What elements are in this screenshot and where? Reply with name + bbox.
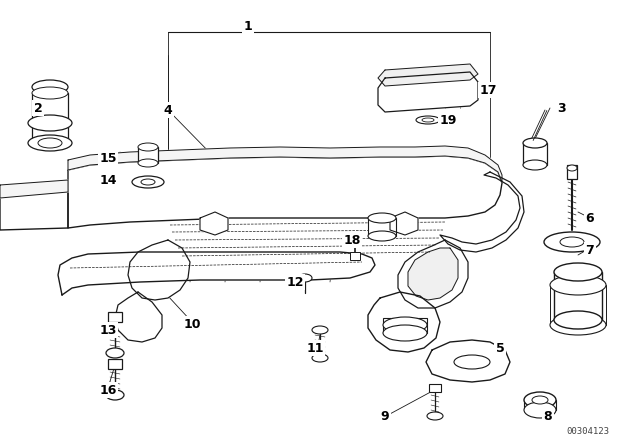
Polygon shape: [378, 72, 478, 112]
Ellipse shape: [132, 176, 164, 188]
Bar: [554, 272, 602, 320]
Ellipse shape: [28, 115, 72, 131]
Ellipse shape: [560, 237, 584, 247]
Ellipse shape: [298, 274, 312, 282]
Bar: [368, 218, 396, 236]
Text: 11: 11: [307, 341, 324, 354]
Text: 17: 17: [479, 83, 497, 96]
Polygon shape: [0, 190, 68, 230]
Text: 5: 5: [495, 341, 504, 354]
Ellipse shape: [550, 315, 606, 335]
Text: 4: 4: [164, 103, 172, 116]
Text: 10: 10: [183, 318, 201, 331]
Polygon shape: [58, 252, 375, 295]
Ellipse shape: [138, 143, 158, 151]
Ellipse shape: [38, 138, 62, 148]
Text: 9: 9: [381, 409, 389, 422]
Bar: [108, 312, 122, 322]
Text: 7: 7: [586, 244, 595, 257]
Bar: [429, 384, 441, 392]
Ellipse shape: [368, 231, 396, 241]
Polygon shape: [398, 240, 468, 308]
Polygon shape: [68, 156, 502, 228]
Bar: [32, 123, 68, 143]
Polygon shape: [368, 292, 440, 352]
Ellipse shape: [368, 213, 396, 223]
Polygon shape: [68, 146, 502, 183]
Bar: [138, 147, 158, 163]
Ellipse shape: [383, 317, 427, 333]
Polygon shape: [378, 64, 478, 86]
Bar: [567, 165, 577, 179]
Ellipse shape: [422, 118, 434, 122]
Ellipse shape: [544, 232, 600, 252]
Ellipse shape: [32, 87, 68, 99]
Text: 8: 8: [544, 409, 552, 422]
Ellipse shape: [32, 80, 68, 94]
Text: 12: 12: [286, 276, 304, 289]
Text: 6: 6: [586, 211, 595, 224]
Ellipse shape: [141, 179, 155, 185]
Polygon shape: [426, 340, 510, 382]
Polygon shape: [115, 292, 162, 342]
Ellipse shape: [349, 235, 361, 241]
Text: 18: 18: [343, 233, 361, 246]
Text: 19: 19: [439, 113, 457, 126]
Bar: [383, 318, 427, 333]
Ellipse shape: [554, 311, 602, 329]
Text: 16: 16: [99, 383, 116, 396]
Polygon shape: [408, 248, 458, 300]
Ellipse shape: [312, 326, 328, 334]
Ellipse shape: [523, 138, 547, 148]
Ellipse shape: [28, 135, 72, 151]
Bar: [524, 400, 556, 410]
Text: 2: 2: [34, 102, 42, 115]
Polygon shape: [390, 212, 418, 235]
Ellipse shape: [523, 160, 547, 170]
Ellipse shape: [524, 402, 556, 418]
Ellipse shape: [550, 275, 606, 295]
Text: 14: 14: [99, 173, 116, 186]
Bar: [550, 285, 606, 325]
Polygon shape: [128, 240, 190, 300]
Text: 1: 1: [244, 20, 252, 33]
Bar: [523, 143, 547, 165]
Polygon shape: [440, 172, 524, 252]
Ellipse shape: [427, 412, 443, 420]
Bar: [32, 93, 68, 121]
Ellipse shape: [106, 348, 124, 358]
Polygon shape: [200, 212, 228, 235]
Text: 00304123: 00304123: [566, 427, 609, 436]
Text: 3: 3: [557, 102, 566, 115]
Ellipse shape: [138, 159, 158, 167]
Ellipse shape: [454, 355, 490, 369]
Ellipse shape: [554, 263, 602, 281]
Bar: [350, 252, 360, 260]
Text: 13: 13: [99, 323, 116, 336]
Polygon shape: [0, 180, 68, 198]
Ellipse shape: [524, 392, 556, 408]
Ellipse shape: [567, 165, 577, 171]
Ellipse shape: [532, 396, 548, 404]
Ellipse shape: [106, 390, 124, 400]
Ellipse shape: [416, 116, 440, 124]
Ellipse shape: [383, 325, 427, 341]
Bar: [108, 359, 122, 369]
Ellipse shape: [312, 354, 328, 362]
Text: 15: 15: [99, 151, 116, 164]
